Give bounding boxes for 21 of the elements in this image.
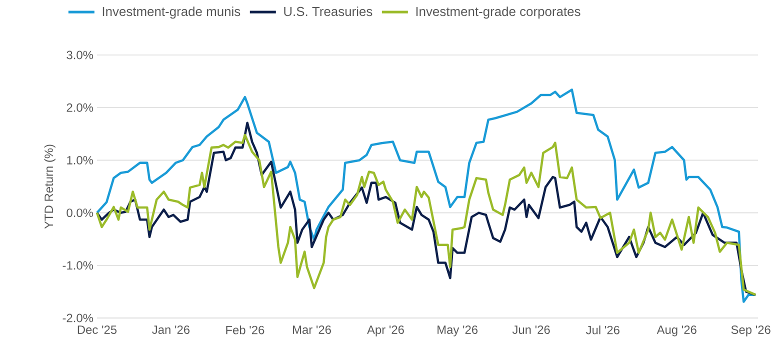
- x-tick-label: Apr '26: [367, 326, 404, 336]
- y-tick-label: -2.0%: [62, 314, 94, 322]
- y-tick-label: 2.0%: [66, 103, 94, 112]
- y-tick-label: -1.0%: [62, 261, 94, 270]
- y-tick-label: 1.0%: [67, 156, 94, 164]
- x-tick-label: Feb '26: [226, 326, 264, 334]
- x-tick-label: Jul '26: [586, 326, 620, 334]
- legend-label: U.S. Treasuries: [284, 6, 372, 16]
- line-series: [96, 88, 757, 303]
- x-tick-label: Dec '25: [78, 326, 117, 334]
- y-axis-title: YTD Return (%): [44, 144, 56, 229]
- x-tick-label: Mar '26: [293, 326, 331, 334]
- legend-label: Investment-grade munis: [102, 6, 240, 19]
- x-tick-label: Sep '26: [731, 326, 770, 336]
- x-tick-label: Aug '26: [656, 326, 696, 336]
- x-tick-label: May '26: [438, 326, 478, 336]
- legend-label: Investment-grade corporates: [416, 6, 580, 19]
- y-tick-label: 0.0%: [66, 208, 94, 218]
- x-tick-label: Jun '26: [512, 326, 550, 334]
- x-tick-label: Jan '26: [152, 326, 190, 334]
- y-tick-label: 3.0%: [66, 50, 94, 60]
